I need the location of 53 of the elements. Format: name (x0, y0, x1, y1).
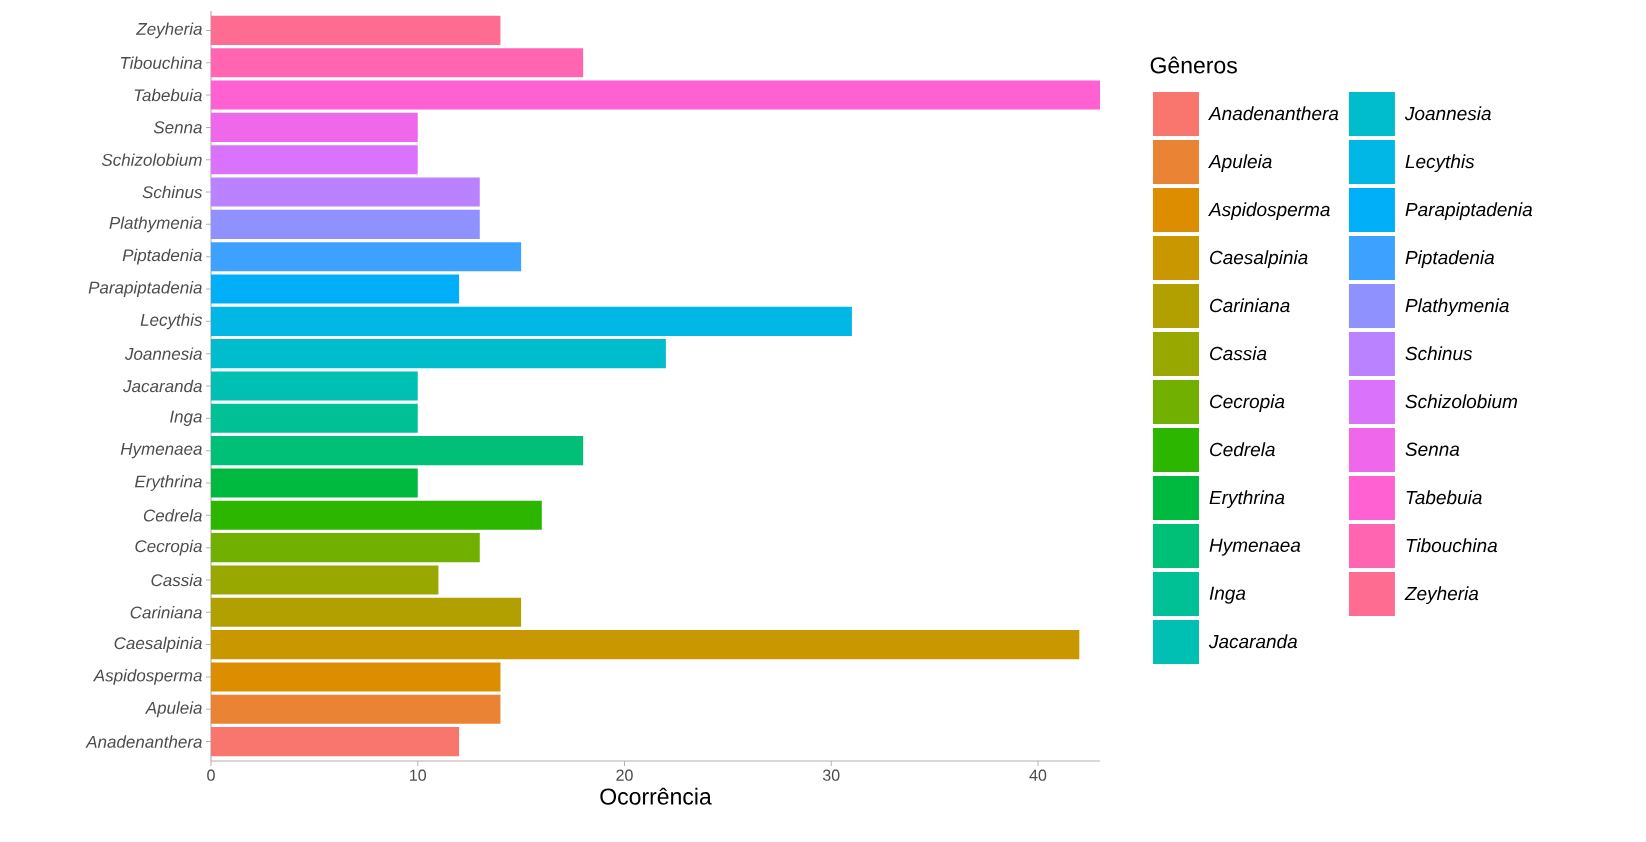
legend-label: Aspidosperma (1208, 202, 1330, 221)
y-tick-label: Jacaranda (123, 379, 202, 393)
x-tick-label: 10 (410, 769, 427, 781)
y-tick-label: Cassia (151, 573, 202, 587)
y-tick-label: Schizolobium (101, 153, 202, 166)
legend-label: Erythrina (1209, 490, 1285, 509)
y-tick-label: Senna (153, 121, 202, 134)
y-tick-label: Plathymenia (109, 216, 202, 233)
y-tick-label: Zeyheria (136, 22, 202, 39)
y-tick-label: Cedrela (143, 509, 202, 522)
legend-label: Anadenanthera (1208, 106, 1339, 121)
legend-label: Plathymenia (1405, 298, 1509, 317)
legend-label: Hymenaea (1209, 538, 1301, 556)
legend-label: Cedrela (1210, 442, 1275, 457)
legend-label: Cassia (1210, 346, 1267, 361)
legend-label: Cariniana (1210, 298, 1290, 313)
legend-label: Parapiptadenia (1405, 202, 1533, 221)
y-tick-label: Apuleia (144, 701, 202, 718)
legend-label: Joannesia (1404, 106, 1491, 121)
legend-title: Gêneros (1150, 56, 1237, 74)
legend-label: Tibouchina (1406, 538, 1498, 553)
y-tick-label: Inga (170, 410, 202, 426)
legend-label: Schizolobium (1405, 394, 1518, 409)
y-tick-label: Aspidosperma (92, 669, 202, 685)
y-tick-label: Hymenaea (120, 443, 202, 459)
x-tick-label: 40 (1029, 769, 1047, 781)
y-tick-label: Cariniana (130, 606, 202, 619)
y-tick-label: Cecropia (135, 539, 202, 556)
y-tick-label: Joannesia (124, 347, 202, 360)
y-tick-label: Tabebuia (134, 88, 202, 102)
x-axis-title: Ocorrência (600, 787, 712, 805)
y-tick-label: Lecythis (140, 313, 203, 330)
legend-label: Cecropia (1210, 394, 1285, 413)
legend-label: Piptadenia (1405, 250, 1495, 269)
legend-label: Lecythis (1405, 154, 1475, 173)
legend-label: Schinus (1405, 346, 1473, 361)
legend-label: Inga (1209, 586, 1246, 604)
y-tick-label: Parapiptadenia (88, 281, 202, 297)
y-tick-label: Schinus (142, 185, 203, 199)
x-tick-label: 0 (207, 769, 215, 781)
legend-label: Zeyheria (1404, 586, 1479, 605)
y-tick-label: Anadenanthera (85, 735, 202, 748)
legend-label: Apuleia (1208, 154, 1272, 173)
legend-label: Senna (1405, 442, 1460, 457)
legend-label: Jacaranda (1208, 634, 1298, 649)
x-tick-label: 30 (822, 769, 840, 781)
legend-label: Caesalpinia (1210, 250, 1308, 269)
legend-label: Tabebuia (1406, 490, 1482, 505)
y-tick-label: Caesalpinia (114, 636, 202, 653)
y-tick-label: Erythrina (134, 475, 202, 491)
x-tick-label: 20 (616, 769, 633, 781)
y-tick-label: Tibouchina (120, 56, 202, 69)
y-tick-label: Piptadenia (122, 248, 202, 265)
